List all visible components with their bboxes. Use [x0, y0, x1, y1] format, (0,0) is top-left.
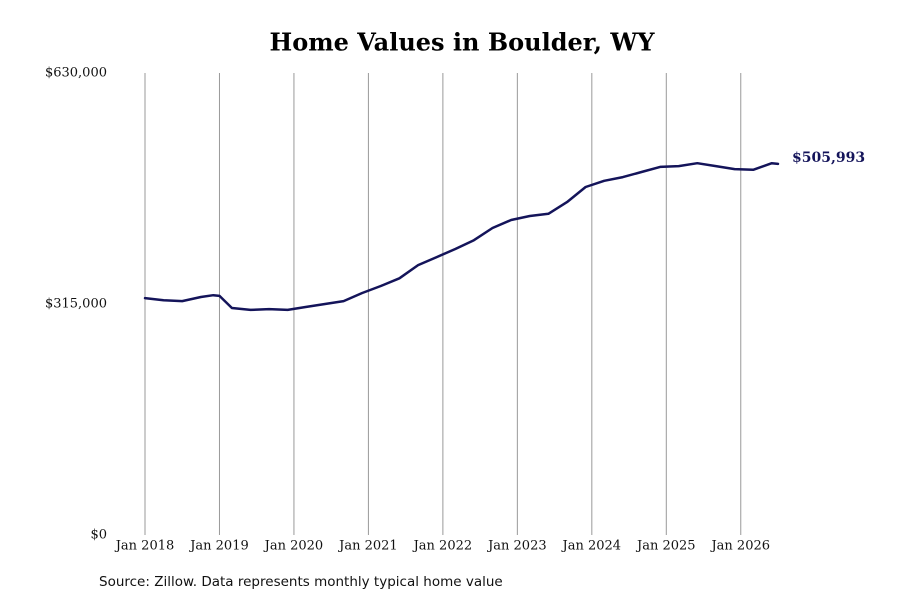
y-tick-label: $315,000 [45, 297, 107, 312]
x-tick-label: Jan 2024 [561, 539, 622, 554]
source-note: Source: Zillow. Data represents monthly … [99, 574, 503, 590]
chart-title: Home Values in Boulder, WY [270, 28, 656, 57]
x-tick-label: Jan 2025 [635, 539, 696, 554]
x-tick-label: Jan 2022 [412, 539, 473, 554]
x-tick-label: Jan 2026 [709, 539, 770, 554]
y-tick-label: $630,000 [45, 66, 107, 81]
x-tick-label: Jan 2023 [486, 539, 547, 554]
data-line [143, 161, 780, 312]
value-label: $505,993 [792, 150, 865, 166]
x-tick-label: Jan 2018 [114, 539, 175, 554]
y-tick-label: $0 [90, 528, 107, 543]
x-tick-label: Jan 2019 [188, 539, 249, 554]
x-tick-label: Jan 2021 [337, 539, 398, 554]
x-tick-label: Jan 2020 [263, 539, 324, 554]
